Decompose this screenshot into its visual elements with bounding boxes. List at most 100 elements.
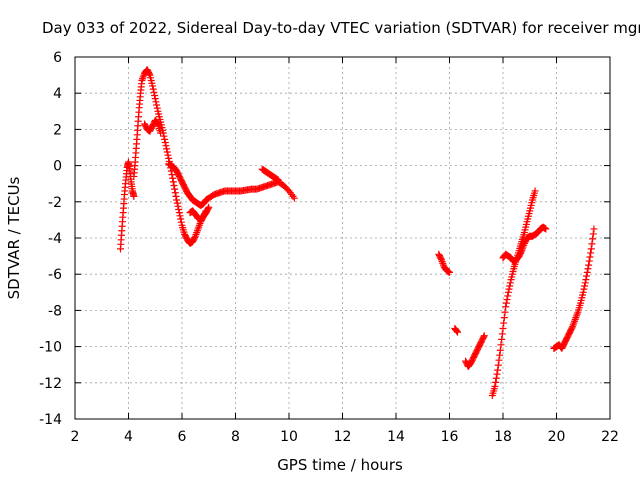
data-point bbox=[500, 319, 508, 327]
data-point bbox=[585, 257, 593, 265]
data-point bbox=[568, 324, 576, 332]
data-point bbox=[163, 145, 171, 153]
data-point bbox=[584, 265, 592, 273]
data-point bbox=[164, 151, 172, 159]
y-tick-label: 2 bbox=[53, 122, 62, 138]
x-tick-label: 20 bbox=[548, 429, 566, 445]
data-point bbox=[494, 361, 502, 369]
data-point bbox=[157, 129, 165, 137]
data-point bbox=[501, 308, 509, 316]
y-tick-label: 0 bbox=[53, 159, 62, 175]
data-point bbox=[191, 234, 199, 242]
data-point bbox=[171, 189, 179, 197]
grid bbox=[75, 57, 610, 419]
data-point bbox=[177, 215, 185, 223]
x-tick-label: 16 bbox=[441, 429, 459, 445]
data-point bbox=[205, 203, 213, 211]
data-point bbox=[175, 209, 183, 217]
y-tick-label: -14 bbox=[39, 412, 62, 428]
data-point bbox=[177, 218, 185, 226]
data-point bbox=[152, 98, 160, 106]
data-point bbox=[173, 196, 181, 204]
data-point bbox=[506, 279, 514, 287]
data-point bbox=[149, 85, 157, 93]
data-point bbox=[579, 288, 587, 296]
data-point bbox=[581, 282, 589, 290]
data-point bbox=[531, 187, 539, 195]
data-points bbox=[116, 66, 598, 399]
data-point bbox=[499, 325, 507, 332]
data-point bbox=[171, 185, 179, 193]
data-point bbox=[169, 178, 177, 186]
data-point bbox=[150, 88, 158, 96]
data-point bbox=[585, 261, 593, 269]
data-point bbox=[495, 356, 503, 364]
data-point bbox=[491, 382, 499, 390]
data-point bbox=[169, 174, 177, 182]
data-point bbox=[583, 268, 591, 276]
data-point bbox=[162, 142, 170, 150]
data-point bbox=[175, 205, 183, 213]
data-point bbox=[494, 366, 502, 374]
data-point bbox=[587, 249, 595, 257]
data-point bbox=[453, 327, 461, 335]
data-point bbox=[496, 346, 504, 354]
data-point bbox=[502, 303, 510, 311]
data-point bbox=[589, 235, 597, 243]
y-tick-label: -4 bbox=[48, 231, 62, 247]
data-point bbox=[587, 245, 595, 253]
data-point bbox=[582, 276, 590, 284]
data-point bbox=[149, 82, 157, 90]
data-point bbox=[504, 288, 512, 296]
data-point bbox=[437, 254, 445, 262]
data-point bbox=[496, 351, 504, 359]
x-tick-label: 18 bbox=[494, 429, 512, 445]
data-point bbox=[145, 70, 153, 78]
x-tick-label: 2 bbox=[71, 429, 80, 445]
y-tick-label: -8 bbox=[48, 303, 62, 319]
x-tick-label: 8 bbox=[231, 429, 240, 445]
data-point bbox=[174, 202, 182, 210]
data-point bbox=[586, 253, 594, 261]
x-tick-label: 6 bbox=[178, 429, 187, 445]
data-point bbox=[504, 292, 512, 300]
data-point bbox=[452, 326, 460, 334]
data-point bbox=[163, 148, 171, 156]
data-point bbox=[503, 296, 511, 304]
data-point bbox=[542, 225, 550, 233]
x-tick-label: 12 bbox=[334, 429, 352, 445]
data-point bbox=[580, 285, 588, 293]
data-point bbox=[153, 101, 161, 109]
x-tick-labels: 2 4 6 8 10 12 14 16 18 20 22 bbox=[71, 429, 619, 445]
data-point bbox=[497, 341, 505, 349]
data-point bbox=[153, 119, 161, 127]
data-point bbox=[446, 268, 453, 276]
data-point bbox=[130, 192, 138, 200]
y-tick-label: 4 bbox=[53, 86, 62, 102]
data-point bbox=[151, 91, 159, 99]
data-point bbox=[589, 230, 597, 238]
data-point bbox=[454, 328, 462, 336]
x-tick-label: 14 bbox=[387, 429, 405, 445]
data-point bbox=[583, 272, 591, 280]
data-point bbox=[581, 279, 589, 287]
y-axis-title: SDTVAR / TECUs bbox=[5, 176, 23, 299]
data-point bbox=[506, 282, 514, 290]
data-point bbox=[153, 104, 161, 112]
data-point bbox=[161, 135, 169, 143]
data-point bbox=[201, 208, 209, 216]
data-point bbox=[173, 199, 181, 207]
data-point bbox=[161, 139, 169, 147]
data-point bbox=[172, 192, 180, 200]
data-point bbox=[492, 374, 500, 382]
data-point bbox=[492, 378, 500, 386]
data-point bbox=[588, 240, 596, 248]
data-point bbox=[170, 182, 178, 190]
y-tick-label: 6 bbox=[53, 50, 62, 66]
data-point bbox=[505, 285, 513, 293]
data-point bbox=[480, 333, 488, 341]
y-tick-label: -12 bbox=[39, 376, 62, 392]
chart-title: Day 033 of 2022, Sidereal Day-to-day VTE… bbox=[42, 19, 640, 37]
data-point bbox=[590, 225, 598, 233]
data-point bbox=[168, 171, 176, 179]
